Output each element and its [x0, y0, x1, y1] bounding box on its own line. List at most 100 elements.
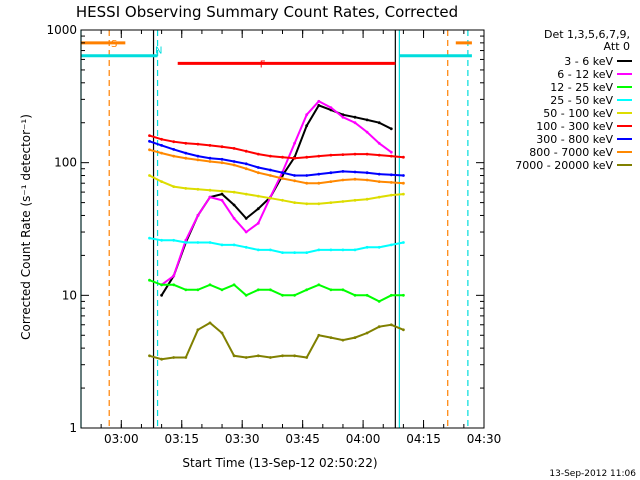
- series-2-point-15: [329, 288, 333, 292]
- state-bar-label-S: S: [111, 39, 117, 50]
- series-2-point-2: [172, 283, 176, 287]
- series-2-point-19: [377, 300, 381, 303]
- series-7-point-21: [402, 181, 405, 185]
- series-1-point-12: [293, 141, 296, 145]
- series-7-point-12: [293, 179, 296, 183]
- series-line-2: [149, 279, 404, 303]
- series-5-point-4: [196, 142, 200, 146]
- series-6-point-17: [353, 170, 357, 174]
- series-3-point-7: [232, 243, 236, 247]
- series-5-point-10: [269, 154, 272, 158]
- series-6-point-2: [172, 148, 176, 151]
- series-7-point-17: [353, 177, 357, 181]
- series-7-point-15: [329, 180, 333, 184]
- series-4-point-4: [196, 187, 200, 191]
- series-1-point-9: [256, 221, 260, 225]
- series-3-point-5: [208, 241, 212, 244]
- series-3-point-11: [281, 251, 284, 255]
- series-2-point-11: [281, 293, 284, 297]
- series-1-point-7: [232, 217, 236, 220]
- y-tick-label: 1: [69, 421, 77, 435]
- y-axis-label: Corrected Count Rate (s⁻¹ detector⁻¹): [19, 114, 33, 340]
- series-6-point-13: [305, 174, 309, 177]
- series-6-point-4: [196, 154, 200, 158]
- series-6-point-7: [232, 160, 236, 163]
- series-8-point-1: [160, 357, 164, 361]
- x-tick-label: 03:00: [104, 432, 139, 446]
- series-8-point-3: [184, 356, 188, 359]
- series-3-point-4: [196, 241, 200, 244]
- series-4-point-6: [220, 189, 224, 193]
- plot-frame: [80, 29, 485, 429]
- series-8-point-2: [172, 356, 176, 359]
- legend-label-2: 12 - 25 keV: [550, 81, 613, 94]
- series-1-point-6: [220, 198, 224, 202]
- series-2-point-7: [232, 283, 236, 287]
- series-7-point-13: [305, 181, 309, 185]
- series-0-point-18: [365, 118, 369, 122]
- series-8-point-11: [281, 354, 284, 358]
- series-5-point-20: [389, 154, 393, 158]
- series-7-point-19: [377, 180, 381, 184]
- series-8-point-17: [353, 336, 357, 339]
- series-2-point-12: [293, 293, 296, 297]
- series-5-point-0: [148, 134, 151, 138]
- legend-label-7: 800 - 7000 keV: [529, 146, 613, 159]
- series-0-point-14: [317, 104, 321, 107]
- series-4-point-20: [389, 193, 393, 197]
- series-line-7: [149, 148, 404, 185]
- series-6-point-21: [402, 174, 405, 177]
- series-3-point-21: [402, 241, 405, 244]
- series-3-point-17: [353, 248, 357, 252]
- series-2-point-21: [402, 293, 405, 297]
- series-5-point-2: [172, 140, 176, 144]
- series-3-point-13: [305, 251, 309, 255]
- series-6-point-19: [377, 172, 381, 176]
- series-7-point-5: [208, 160, 212, 163]
- series-1-point-18: [365, 130, 369, 134]
- y-tick-label: 1000: [46, 23, 77, 37]
- series-line-6: [149, 140, 404, 177]
- series-1-point-8: [244, 230, 248, 234]
- series-4-point-9: [256, 194, 260, 198]
- plot-area: S N F: [80, 30, 472, 428]
- series-8-point-13: [305, 356, 309, 359]
- series-0-point-7: [232, 203, 236, 207]
- series-line-1: [161, 100, 392, 286]
- legend-label-1: 6 - 12 keV: [557, 68, 613, 81]
- series-2-point-10: [269, 288, 272, 292]
- series-4-point-1: [160, 180, 164, 184]
- series-7-point-6: [220, 161, 224, 165]
- series-3-point-9: [256, 248, 260, 252]
- series-6-point-6: [220, 157, 224, 161]
- series-0-point-17: [353, 115, 357, 119]
- series-6-point-20: [389, 173, 393, 177]
- y-tick-label: 10: [62, 288, 77, 302]
- series-3-point-3: [184, 241, 188, 244]
- series-7-point-4: [196, 158, 200, 162]
- series-6-point-10: [269, 168, 272, 172]
- series-5-point-21: [402, 155, 405, 159]
- series-6-point-0: [148, 139, 151, 143]
- series-1-point-13: [305, 113, 309, 117]
- series-7-point-2: [172, 154, 176, 158]
- series-5-point-6: [220, 145, 224, 149]
- legend-detectors: Det 1,3,5,6,7,9,: [544, 28, 630, 41]
- series-8-point-4: [196, 328, 200, 332]
- series-8-point-8: [244, 356, 248, 359]
- series-1-point-2: [172, 274, 176, 278]
- y-tick-label: 100: [54, 156, 77, 170]
- series-4-point-12: [293, 201, 296, 205]
- x-axis-label: Start Time (13-Sep-12 02:50:22): [182, 456, 377, 470]
- series-2-point-17: [353, 293, 357, 297]
- series-3-point-19: [377, 245, 381, 249]
- series-3-point-2: [172, 238, 176, 242]
- legend-label-3: 25 - 50 keV: [550, 94, 613, 107]
- series-8-point-16: [341, 338, 345, 342]
- series-6-point-9: [256, 166, 260, 169]
- series-2-point-4: [196, 288, 200, 292]
- series-1-point-15: [329, 106, 333, 109]
- series-1-point-17: [353, 121, 357, 125]
- series-1-point-3: [184, 238, 188, 242]
- series-3-point-12: [293, 251, 296, 255]
